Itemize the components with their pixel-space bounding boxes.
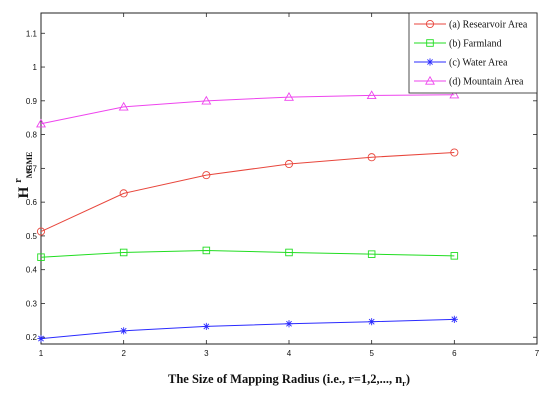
x-tick-label: 6 [452,349,457,358]
triangle-marker [449,89,460,99]
square-marker [285,248,293,257]
legend-item: (b) Farmland [414,39,502,50]
svg-text:H r MGME: H r MGME [8,152,34,199]
legend-item: (c) Water Area [414,58,508,69]
triangle-marker [201,95,212,105]
series-line [40,151,455,232]
series-line [40,318,455,340]
circle-marker [425,19,435,29]
y-tick-label: 0.6 [26,198,38,207]
circle-marker [367,153,376,162]
x-tick-label: 1 [39,349,44,358]
asterisk-marker [202,322,210,331]
legend-label: (d) Mountain Area [449,77,524,88]
y-tick-label: 0.8 [26,131,38,140]
square-marker [367,250,376,258]
y-axis-label: H r MGME [8,152,34,199]
circle-marker [36,227,46,236]
square-marker [37,253,45,261]
asterisk-marker [120,327,128,335]
triangle-marker [284,91,294,101]
series [36,148,459,236]
x-tick-label: 7 [535,349,540,358]
asterisk-marker [426,58,434,66]
y-tick-label: 0.9 [26,97,38,106]
y-tick-label: 1.1 [26,29,38,38]
legend: (a) Researvoir Area (b) Farmland (c) Water… [408,12,538,94]
series [37,246,459,261]
asterisk-marker [450,315,458,323]
triangle-marker [425,75,435,85]
series-layer [36,89,460,343]
y-axis-label-sub: MGME [25,152,34,179]
y-axis-label-sup: r [13,178,24,183]
asterisk-marker [37,334,45,343]
x-tick-label: 3 [204,349,209,358]
legend-label: (a) Researvoir Area [449,20,528,31]
y-tick-label: 0.5 [26,232,38,241]
legend-label: (b) Farmland [449,39,502,50]
y-tick-label: 1 [33,63,38,72]
series-line [40,249,455,258]
y-tick-label: 0.3 [26,299,38,308]
y-tick-label: 0.4 [26,266,38,275]
square-marker [119,248,128,257]
y-tick-label: 0.7 [26,164,38,173]
x-tick-label: 4 [287,349,292,358]
series [36,89,460,128]
square-marker [450,252,459,260]
circle-marker [119,189,128,198]
circle-marker [284,159,294,169]
triangle-marker [366,90,377,100]
triangle-marker [36,118,46,128]
square-marker [426,39,434,47]
circle-marker [202,171,211,180]
asterisk-marker [285,320,293,328]
circle-marker [450,148,459,157]
series-line [40,94,455,125]
legend-item: (d) Mountain Area [414,75,524,88]
legend-item: (a) Researvoir Area [414,20,528,31]
x-axis-label: The Size of Mapping Radius (i.e., r=1,2,… [168,372,410,388]
square-marker [202,246,211,255]
x-tick-label: 2 [121,349,126,358]
y-axis-label-main: H [16,186,32,198]
x-tick-label: 5 [369,349,374,358]
legend-label: (c) Water Area [449,58,508,69]
series [37,315,458,343]
axis-ticks: 1 2 3 4 5 6 7 0.2 0.3 0.4 0.5 0.6 0.7 0.8 0.9 1 1.1 [26,13,540,358]
triangle-marker [118,101,129,111]
asterisk-marker [368,318,376,326]
y-tick-label: 0.2 [26,333,38,342]
legend-box [408,12,538,94]
